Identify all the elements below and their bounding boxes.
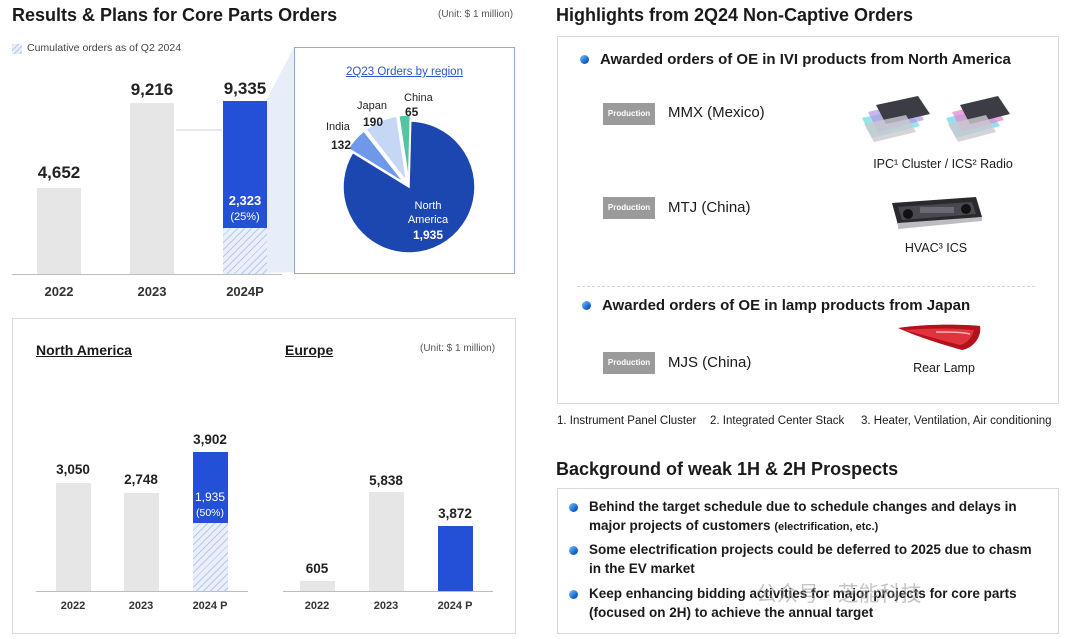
footnote-2: 2. Integrated Center Stack (710, 415, 845, 427)
background-item-2-line1: Some electrification projects could be d… (589, 542, 1032, 557)
background-item-1: Behind the target schedule due to schedu… (589, 497, 1051, 537)
legend-label: Cumulative orders as of Q2 2024 (27, 42, 182, 54)
pie-label-japan-name: Japan (357, 100, 387, 112)
eu-value-2022: 605 (305, 561, 329, 576)
na-value-2024p: 3,902 (193, 432, 227, 447)
pie-label-na-line2: America (407, 214, 449, 226)
value-2022: 4,652 (37, 163, 81, 182)
background-item-3-line1: Keep enhancing bidding activities for ma… (589, 586, 1017, 601)
pie-label-india-name: India (326, 121, 350, 133)
bullet-icon (582, 301, 591, 310)
section-divider (577, 286, 1035, 287)
production-badge: Production (603, 352, 655, 374)
caption-ipc-ics: IPC¹ Cluster / ICS² Radio (873, 157, 1013, 171)
na-x-axis (36, 591, 248, 592)
bullet-icon (569, 590, 578, 599)
eu-x-label-2022: 2022 (304, 600, 330, 612)
x-label-2022: 2022 (44, 284, 74, 299)
x-label-2023: 2023 (137, 284, 167, 299)
eu-bar-2022 (300, 581, 335, 591)
plant-mmx: MMX (Mexico) (668, 104, 765, 121)
pie-slice-north-america (342, 120, 476, 254)
regional-unit: (Unit: $ 1 million) (420, 343, 496, 354)
bar-2024p-cumulative (223, 228, 267, 274)
core-orders-title: Results & Plans for Core Parts Orders (12, 5, 338, 25)
bar-2024p (223, 101, 267, 228)
share-2024p-cumulative: (25%) (230, 211, 260, 223)
eu-title: Europe (285, 342, 334, 358)
highlights-title: Highlights from 2Q24 Non-Captive Orders (556, 5, 914, 25)
x-label-2024p: 2024P (226, 284, 264, 299)
na-value-2022: 3,050 (56, 462, 90, 477)
hvac-ics-product-image (892, 197, 982, 229)
na-bar-2024p (193, 452, 228, 523)
pie-chart (342, 114, 476, 254)
background-item-1-note: (electrification, etc.) (774, 521, 879, 533)
value-2024p-cumulative: 2,323 (228, 193, 262, 208)
core-orders-unit: (Unit: $ 1 million) (438, 9, 514, 20)
na-x-label-2022: 2022 (60, 600, 86, 612)
bullet-icon (580, 55, 589, 64)
regional-panel (12, 318, 516, 634)
highlight-ivi: Awarded orders of OE in IVI products fro… (600, 51, 1011, 68)
x-axis-line (12, 274, 282, 275)
footnote-3: 3. Heater, Ventilation, Air conditioning (861, 415, 1052, 427)
production-badge: Production (603, 103, 655, 125)
pie-slice-china (397, 114, 412, 182)
highlight-lamp: Awarded orders of OE in lamp products fr… (602, 297, 971, 314)
eu-value-2023: 5,838 (369, 473, 403, 488)
pie-label-china-name: China (404, 92, 433, 104)
ipc-ics-product-image (862, 96, 1010, 142)
pie-label-india-value: 132 (331, 138, 352, 152)
bar-2023 (130, 103, 174, 274)
background-item-1-text: major projects of customers (589, 518, 771, 533)
eu-x-label-2024p: 2024 P (437, 600, 473, 612)
background-item-1-line2: major projects of customers (electrifica… (589, 516, 1051, 537)
footnote-1: 1. Instrument Panel Cluster (557, 415, 697, 427)
na-x-label-2023: 2023 (128, 600, 154, 612)
value-2024p: 9,335 (223, 79, 267, 98)
pie-label-na-value: 1,935 (412, 228, 444, 242)
background-item-1-line1: Behind the target schedule due to schedu… (589, 499, 1017, 514)
background-item-3: Keep enhancing bidding activities for ma… (589, 584, 1051, 622)
pie-label-china-value: 65 (405, 105, 419, 119)
na-bar-2022 (56, 483, 91, 591)
na-x-label-2024p: 2024 P (192, 600, 228, 612)
na-title: North America (36, 342, 132, 358)
na-bar-2023 (124, 493, 159, 591)
na-value-2023: 2,748 (124, 472, 158, 487)
pie-slice-japan (364, 115, 408, 185)
pie-slice-india (347, 129, 406, 184)
background-item-2-line2: in the EV market (589, 561, 695, 576)
background-panel (557, 488, 1059, 634)
caption-hvac: HVAC³ ICS (904, 241, 968, 255)
background-item-2: Some electrification projects could be d… (589, 540, 1051, 578)
watermark: 公众号 · 芝能科技 (756, 583, 922, 606)
background-title: Background of weak 1H & 2H Prospects (556, 459, 899, 479)
na-share-2024p-cumulative: (50%) (195, 507, 224, 519)
value-2023: 9,216 (130, 80, 174, 99)
eu-value-2024p: 3,872 (438, 506, 472, 521)
production-badge: Production (603, 197, 655, 219)
pie-title: 2Q23 Orders by region (346, 66, 463, 78)
plant-mjs: MJS (China) (668, 354, 752, 371)
background-item-3-line2: (focused on 2H) to achieve the annual ta… (589, 605, 874, 620)
pie-label-na-name: North America (396, 199, 460, 227)
bullet-icon (569, 503, 578, 512)
bullet-icon (569, 546, 578, 555)
plant-mtj: MTJ (China) (668, 199, 751, 216)
na-value-2024p-cumulative: 1,935 (194, 490, 226, 504)
legend-swatch (12, 44, 22, 54)
rear-lamp-product-image (898, 324, 981, 350)
eu-bar-2024p (438, 526, 473, 591)
na-bar-2024p-cumulative (193, 523, 228, 591)
pie-label-na-line1: North (414, 200, 442, 212)
eu-x-axis (283, 591, 493, 592)
eu-bar-2023 (369, 492, 404, 591)
pie-label-japan-value: 190 (363, 115, 384, 129)
eu-x-label-2023: 2023 (373, 600, 399, 612)
caption-lamp: Rear Lamp (913, 361, 975, 375)
bar-2022 (37, 188, 81, 274)
